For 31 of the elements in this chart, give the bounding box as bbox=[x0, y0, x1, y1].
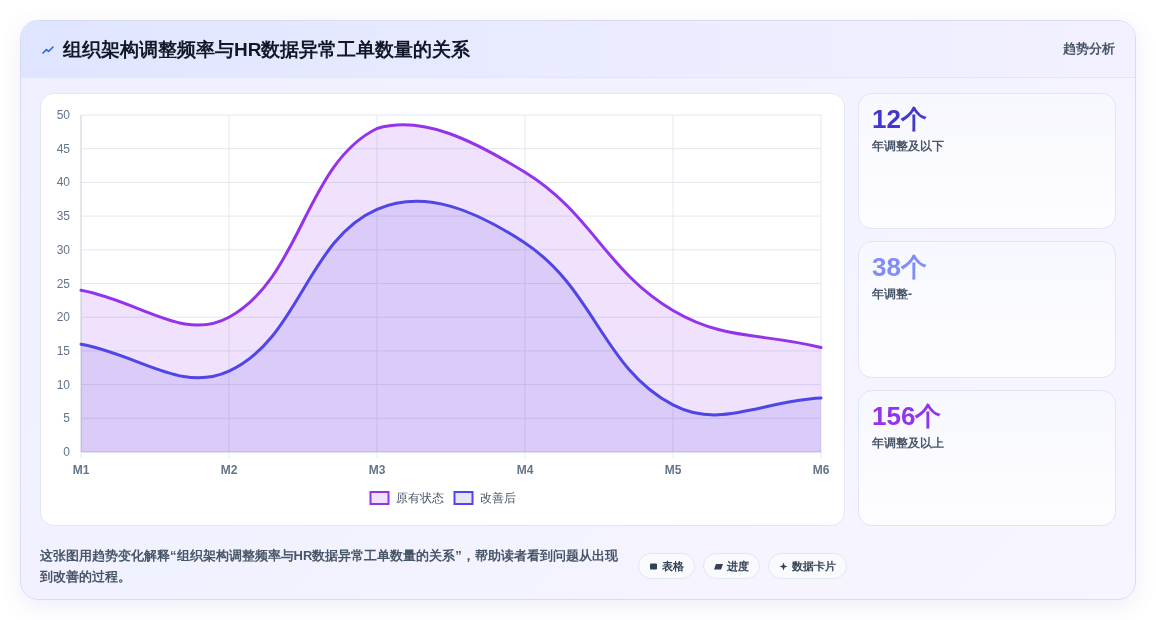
legend-label: 改善后 bbox=[479, 491, 516, 505]
text: 38个 bbox=[872, 251, 927, 284]
text: 进度 bbox=[727, 558, 749, 574]
y-tick-label: 45 bbox=[56, 141, 71, 156]
text: 数据卡片 bbox=[792, 558, 836, 574]
text: 表格 bbox=[662, 558, 684, 574]
text: 趋势分析 bbox=[1063, 41, 1115, 57]
x-tick-label: M3 bbox=[368, 463, 386, 477]
y-tick-label: 5 bbox=[63, 411, 71, 426]
text: 156个 bbox=[872, 399, 942, 432]
y-tick-label: 35 bbox=[56, 209, 71, 224]
y-tick-label: 30 bbox=[56, 242, 71, 257]
legend-label: 原有状态 bbox=[395, 491, 444, 505]
text: 12个 bbox=[872, 103, 927, 135]
y-tick-label: 10 bbox=[56, 377, 71, 392]
chart-title: 组织架构调整频率与HR数据异常工单数量的关系 bbox=[63, 38, 471, 62]
y-tick-label: 0 bbox=[63, 445, 71, 459]
x-tick-label: M6 bbox=[812, 463, 830, 477]
x-tick-label: M5 bbox=[664, 463, 682, 477]
text: 年调整及以下 bbox=[872, 138, 944, 154]
y-tick-label: 20 bbox=[56, 310, 71, 325]
x-tick-label: M4 bbox=[516, 463, 534, 477]
text: 这张图用趋势变化解释“组织架构调整频率与HR数据异常工单数量的关系”，帮助读者看到问题从出现到改善的过程。 bbox=[40, 547, 619, 586]
text: 年调整- bbox=[872, 286, 912, 303]
x-tick-label: M2 bbox=[220, 463, 238, 477]
y-tick-label: 15 bbox=[56, 343, 71, 358]
y-tick-label: 25 bbox=[56, 276, 71, 291]
y-tick-label: 40 bbox=[56, 175, 71, 190]
text: 年调整及以上 bbox=[872, 434, 944, 451]
x-tick-label: M1 bbox=[72, 463, 90, 477]
y-tick-label: 50 bbox=[56, 108, 71, 122]
